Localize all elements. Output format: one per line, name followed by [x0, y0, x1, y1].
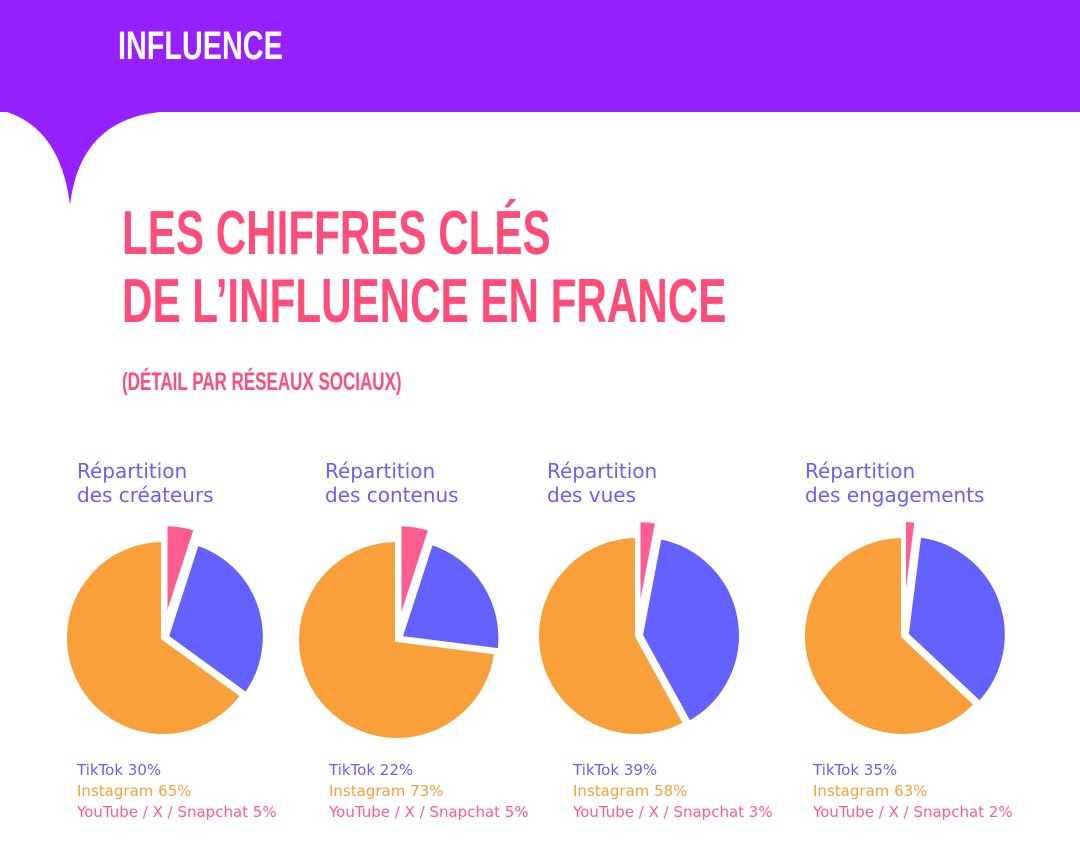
legend-youtube-x-snapchat: YouTube / X / Snapchat 5% — [77, 803, 277, 821]
legend-youtube-x-snapchat: YouTube / X / Snapchat 3% — [573, 803, 773, 821]
legend-tiktok: TikTok 35% — [813, 761, 898, 779]
legend-tiktok: TikTok 39% — [573, 761, 658, 779]
pie-title-line1: Répartition — [547, 459, 658, 483]
pie-title-line1: Répartition — [325, 459, 436, 483]
legend-tiktok: TikTok 30% — [77, 761, 162, 779]
legend-instagram: Instagram 58% — [573, 782, 688, 800]
pie-slice-youtube — [636, 518, 660, 621]
legend-instagram: Instagram 65% — [77, 782, 192, 800]
pie-title-line1: Répartition — [805, 459, 916, 483]
pie-slice-tiktok — [904, 533, 1009, 706]
pie-slice-instagram — [801, 533, 979, 738]
pie-title-line2: des engagements — [805, 483, 985, 507]
pie-slice-youtube — [397, 522, 433, 625]
pie-legend: TikTok 22% Instagram 73% YouTube / X / S… — [329, 760, 529, 823]
pie-slice-youtube — [163, 522, 199, 623]
pie-slice-youtube — [902, 518, 919, 621]
pie-title: Répartition des engagements — [805, 459, 984, 507]
header-band — [0, 0, 1080, 112]
legend-youtube-x-snapchat: YouTube / X / Snapchat 5% — [329, 803, 529, 821]
pie-title: Répartition des vues — [547, 459, 657, 507]
pie-title-line2: des contenus — [325, 483, 459, 507]
pie-slice-tiktok — [638, 534, 743, 726]
legend-instagram: Instagram 63% — [813, 782, 928, 800]
legend-tiktok: TikTok 22% — [329, 761, 414, 779]
legend-instagram: Instagram 73% — [329, 782, 444, 800]
page-title-line2: DE L’INFLUENCE EN FRANCE — [122, 267, 727, 336]
pie-legend: TikTok 30% Instagram 65% YouTube / X / S… — [77, 760, 277, 823]
header-cusp-decoration — [0, 100, 160, 205]
pie-legend: TikTok 35% Instagram 63% YouTube / X / S… — [813, 760, 1013, 823]
pie-legend: TikTok 39% Instagram 58% YouTube / X / S… — [573, 760, 773, 823]
legend-youtube-x-snapchat: YouTube / X / Snapchat 2% — [813, 803, 1013, 821]
pie-title-line1: Répartition — [77, 459, 188, 483]
pie-title-line2: des créateurs — [77, 483, 214, 507]
pie-slice-tiktok — [397, 540, 503, 653]
pie-slice-instagram — [63, 537, 246, 738]
pie-slice-instagram — [295, 537, 499, 742]
brand-logo: INFLUENCE — [118, 24, 283, 68]
page-title-line1: LES CHIFFRES CLÉS — [122, 199, 551, 268]
page-subtitle: (DÉTAIL PAR RÉSEAUX SOCIAUX) — [122, 368, 402, 396]
pie-slice-instagram — [535, 533, 688, 738]
pie-title: Répartition des contenus — [325, 459, 459, 507]
pie-title-line2: des vues — [547, 483, 637, 507]
pie-slice-tiktok — [164, 541, 267, 698]
pie-title: Répartition des créateurs — [77, 459, 214, 507]
